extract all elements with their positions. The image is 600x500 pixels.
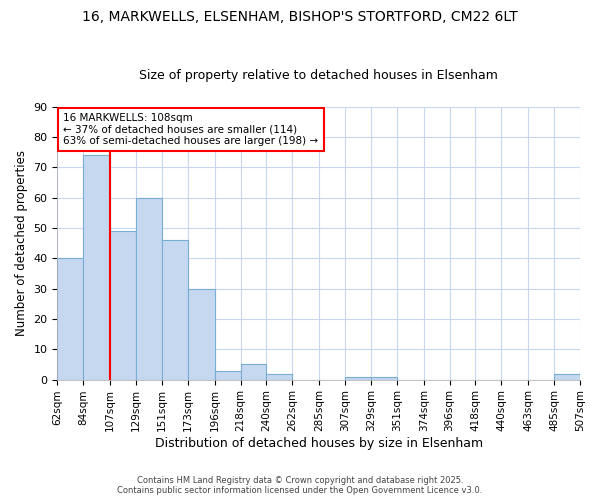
Bar <box>83 156 110 380</box>
X-axis label: Distribution of detached houses by size in Elsenham: Distribution of detached houses by size … <box>155 437 483 450</box>
Bar <box>58 258 83 380</box>
Text: 16, MARKWELLS, ELSENHAM, BISHOP'S STORTFORD, CM22 6LT: 16, MARKWELLS, ELSENHAM, BISHOP'S STORTF… <box>82 10 518 24</box>
Y-axis label: Number of detached properties: Number of detached properties <box>15 150 28 336</box>
Bar <box>241 364 266 380</box>
Bar <box>345 376 371 380</box>
Bar <box>162 240 188 380</box>
Bar <box>554 374 580 380</box>
Bar <box>371 376 397 380</box>
Bar <box>215 370 241 380</box>
Text: 16 MARKWELLS: 108sqm
← 37% of detached houses are smaller (114)
63% of semi-deta: 16 MARKWELLS: 108sqm ← 37% of detached h… <box>63 113 319 146</box>
Bar <box>188 288 215 380</box>
Text: Contains HM Land Registry data © Crown copyright and database right 2025.
Contai: Contains HM Land Registry data © Crown c… <box>118 476 482 495</box>
Bar <box>136 198 162 380</box>
Title: Size of property relative to detached houses in Elsenham: Size of property relative to detached ho… <box>139 69 498 82</box>
Bar <box>110 231 136 380</box>
Bar <box>266 374 292 380</box>
